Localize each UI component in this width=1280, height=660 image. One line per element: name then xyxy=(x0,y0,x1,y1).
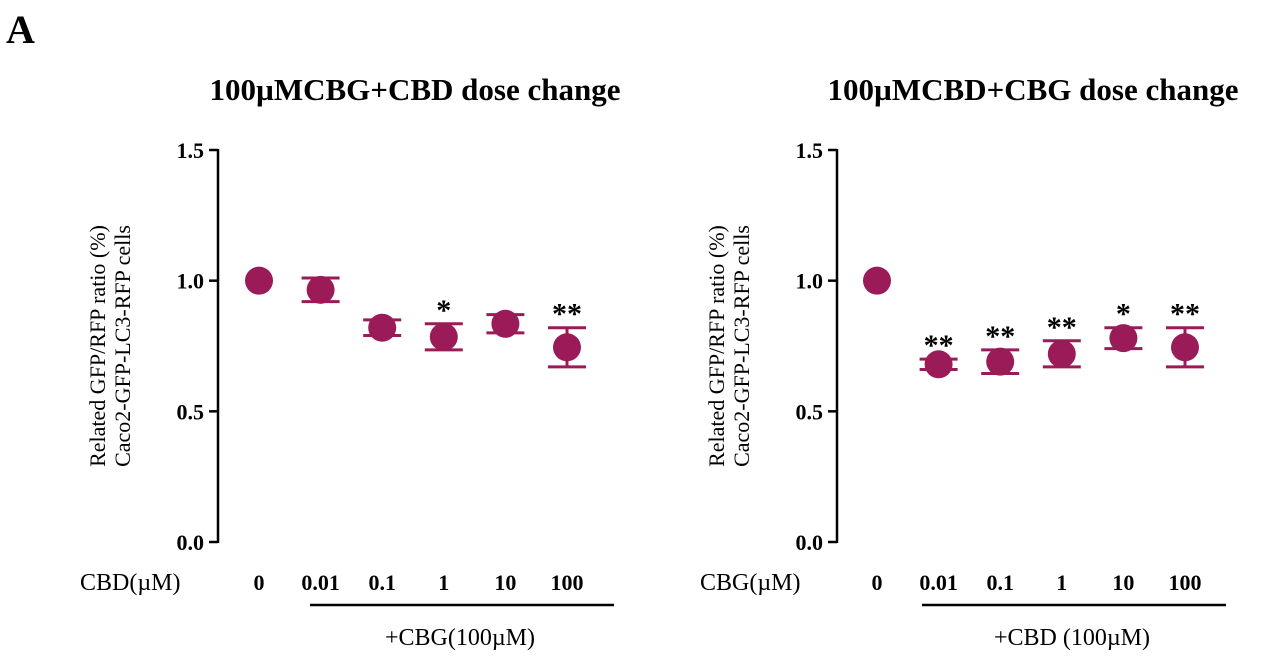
group-label: +CBD (100µM) xyxy=(994,625,1150,651)
y-tick-label: 0.0 xyxy=(177,530,205,555)
x-category-label: 100 xyxy=(1169,570,1202,595)
x-category-label: 100 xyxy=(551,570,584,595)
x-category-label: 10 xyxy=(1112,570,1134,595)
significance-marker: ** xyxy=(1170,298,1200,331)
y-axis-label: Related GFP/RFP ratio (%) xyxy=(704,225,729,467)
y-tick-label: 0.0 xyxy=(796,530,824,555)
data-point xyxy=(1171,333,1199,362)
x-category-label: 1 xyxy=(438,570,449,595)
y-tick-label: 0.5 xyxy=(177,399,205,424)
chart-right: 100µMCBD+CBG dose change 0.0 0.5 1.0 1.5 Rela… xyxy=(700,72,1238,651)
y-tick-label: 0.5 xyxy=(796,399,824,424)
significance-marker: * xyxy=(436,294,451,327)
group-label: +CBG(100µM) xyxy=(385,625,535,651)
x-category-label: 10 xyxy=(494,570,516,595)
data-point xyxy=(1109,324,1138,353)
data-point xyxy=(1047,339,1076,368)
data-point xyxy=(863,266,891,295)
y-tick-label: 1.5 xyxy=(796,138,824,163)
panel-label: A xyxy=(6,7,35,52)
data-point xyxy=(429,322,458,351)
chart-left: 100µMCBG+CBD dose change 0.0 0.5 1.0 1.5 Rela… xyxy=(80,72,620,651)
y-tick-label: 1.5 xyxy=(177,138,205,163)
data-point xyxy=(245,266,273,295)
x-category-label: 0.01 xyxy=(919,570,958,595)
x-category-label: 0.1 xyxy=(368,570,396,595)
data-point xyxy=(986,347,1015,376)
y-tick-label: 1.0 xyxy=(177,269,205,294)
data-point xyxy=(306,275,335,304)
dose-row-label: CBD(µM) xyxy=(80,570,181,596)
y-axis-label: Related GFP/RFP ratio (%) xyxy=(85,225,110,467)
y-tick-label: 1.0 xyxy=(796,269,824,294)
significance-marker: ** xyxy=(985,320,1015,353)
x-category-label: 0 xyxy=(872,570,883,595)
significance-marker: ** xyxy=(1047,311,1077,344)
y-axis-label: Caco2-GFP-LC3-RFP cells xyxy=(110,225,135,467)
data-point xyxy=(553,333,581,362)
significance-marker: ** xyxy=(552,298,582,331)
chart-title: 100µMCBD+CBG dose change xyxy=(828,72,1239,107)
data-point xyxy=(924,350,953,379)
chart-title: 100µMCBG+CBD dose change xyxy=(210,72,621,107)
data-point xyxy=(368,313,397,342)
y-axis-label: Caco2-GFP-LC3-RFP cells xyxy=(729,225,754,467)
data-point xyxy=(491,309,520,338)
x-category-label: 0 xyxy=(254,570,265,595)
x-category-label: 0.1 xyxy=(986,570,1014,595)
significance-marker: ** xyxy=(924,329,954,362)
significance-marker: * xyxy=(1116,298,1131,331)
x-category-label: 1 xyxy=(1056,570,1067,595)
dose-row-label: CBG(µM) xyxy=(700,570,801,596)
x-category-label: 0.01 xyxy=(301,570,340,595)
